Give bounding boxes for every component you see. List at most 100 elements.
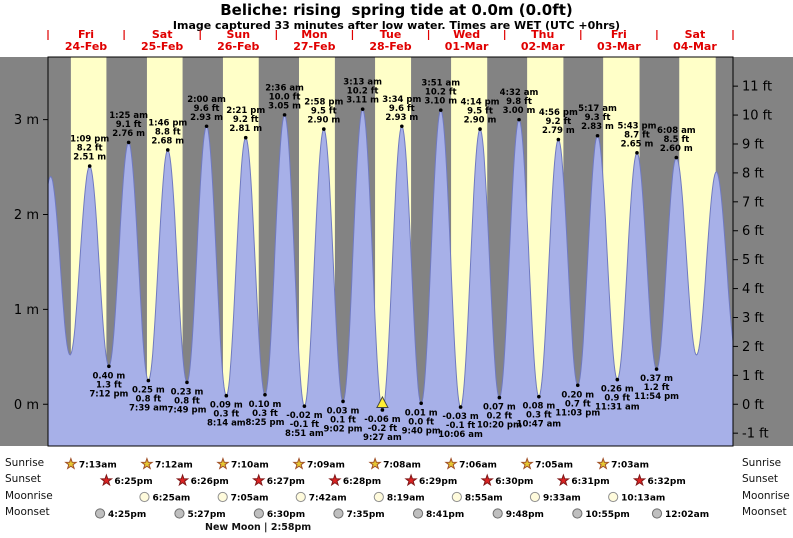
high-tide-label: 4:14 pm <box>461 98 500 108</box>
tide-extreme-dot <box>458 405 463 409</box>
low-tide-label: 0.03 m <box>327 406 360 416</box>
low-tide-label: 1.3 ft <box>96 380 122 390</box>
day-header-date: 01-Mar <box>445 40 489 53</box>
high-tide-label: 3:13 am <box>343 78 382 88</box>
sunset-time: 6:26pm <box>191 477 229 487</box>
high-tide-label: 2.81 m <box>229 124 262 134</box>
sunrise-icon <box>64 456 78 470</box>
high-tide-label: 2:58 pm <box>304 98 343 108</box>
sunrise-time: 7:03am <box>611 461 649 471</box>
axis-label-m: 2 m <box>14 208 39 223</box>
moonrise-icon <box>139 491 150 503</box>
sunset-time: 6:32pm <box>648 477 686 487</box>
low-tide-label: 0.01 m <box>405 408 438 418</box>
tide-extreme-dot <box>635 151 639 155</box>
tide-extreme-dot <box>302 404 307 408</box>
day-header-name: Fri <box>78 28 94 41</box>
low-tide-label: 11:03 pm <box>555 408 600 418</box>
moonset-row-label-left: Moonset <box>5 506 50 518</box>
day-header-date: 25-Feb <box>141 40 183 53</box>
high-tide-label: 3.05 m <box>268 101 301 111</box>
high-tide-label: 2.76 m <box>112 129 145 139</box>
moonrise-time: 8:55am <box>465 494 503 504</box>
high-tide-label: 6:08 am <box>657 126 696 136</box>
low-tide-label: 11:54 pm <box>634 392 679 402</box>
tide-extreme-dot <box>438 108 443 112</box>
high-tide-label: 2.68 m <box>151 136 184 146</box>
sunrise-icon <box>140 456 154 470</box>
tide-extreme-dot <box>263 392 267 397</box>
axis-label-ft: 7 ft <box>742 195 764 210</box>
low-tide-label: 10:06 am <box>438 430 483 440</box>
low-tide-label: -0.03 m <box>442 412 478 422</box>
low-tide-label: 0.37 m <box>640 374 673 384</box>
moonrise-row-label-left: Moonrise <box>5 490 53 502</box>
plot-border <box>47 56 734 447</box>
moonrise-icon <box>373 491 384 503</box>
tide-area <box>48 109 733 446</box>
high-tide-label: 3:34 pm <box>382 95 421 105</box>
tide-extreme-dot <box>224 393 229 398</box>
moonset-icon <box>94 508 106 519</box>
high-tide-label: 3.00 m <box>503 106 536 116</box>
high-tide-label: 9.2 ft <box>545 117 571 127</box>
tide-extreme-dot <box>400 124 404 129</box>
high-tide-label: 1:46 pm <box>148 118 187 128</box>
sunset-time: 6:31pm <box>571 477 609 487</box>
moonset-time: 10:55pm <box>585 510 629 520</box>
day-header-date: 03-Mar <box>597 40 641 53</box>
tide-extreme-dot <box>556 137 561 142</box>
axis-label-ft: 8 ft <box>742 166 764 181</box>
low-tide-label: -0.06 m <box>364 415 400 425</box>
tide-extreme-dot <box>380 408 385 412</box>
moonset-time: 8:41pm <box>426 510 464 520</box>
day-header-name: Sat <box>685 28 706 41</box>
sunset-icon <box>480 473 494 487</box>
low-tide-label: 0.23 m <box>171 387 204 397</box>
high-tide-label: 9.6 ft <box>194 104 220 114</box>
tide-extreme-dot <box>537 394 541 399</box>
tide-extreme-dot <box>360 107 365 111</box>
low-tide-label: -0.2 ft <box>368 424 397 434</box>
high-tide-label: 2.90 m <box>307 116 340 126</box>
sunset-icon <box>632 473 647 487</box>
low-tide-label: 9:02 pm <box>324 424 363 434</box>
low-tide-label: 0.7 ft <box>565 399 591 409</box>
moonrise-icon <box>608 491 619 503</box>
moonrise-time: 9:33am <box>543 494 581 504</box>
high-tide-label: 2.90 m <box>464 116 497 126</box>
tide-extreme-dot <box>674 155 679 160</box>
high-tide-label: 2:36 am <box>265 83 304 93</box>
sunrise-time: 7:12am <box>155 461 193 471</box>
moonrise-time: 7:42am <box>309 494 347 504</box>
day-header-date: 27-Feb <box>293 40 335 53</box>
axis-label-ft: -1 ft <box>742 427 769 442</box>
day-header-name: Sun <box>226 28 250 41</box>
low-tide-label: 10:47 am <box>517 420 562 430</box>
moonrise-time: 8:19am <box>387 494 425 504</box>
tide-extreme-dot <box>107 364 111 369</box>
moonset-time: 6:30pm <box>267 510 305 520</box>
moonset-icon <box>333 508 344 519</box>
high-tide-label: 8.7 ft <box>624 130 650 140</box>
axis-label-ft: 10 ft <box>742 109 772 124</box>
tide-extreme-dot <box>87 164 92 168</box>
axis-label-m: 0 m <box>14 398 39 413</box>
axis-label-m: 1 m <box>14 303 39 318</box>
high-tide-label: 9.2 ft <box>233 115 259 125</box>
sunset-row-label-right: Sunset <box>742 473 779 485</box>
low-tide-label: 7:49 pm <box>167 405 206 415</box>
axis-label-ft: 6 ft <box>742 224 764 239</box>
high-tide-label: 2.79 m <box>542 126 575 136</box>
high-tide-label: 3.11 m <box>346 96 379 106</box>
high-tide-label: 2.93 m <box>190 113 223 123</box>
tide-extreme-dot <box>204 124 209 129</box>
high-tide-label: 10.2 ft <box>425 88 457 98</box>
tide-extreme-dot <box>322 127 326 131</box>
low-tide-label: 0.8 ft <box>174 396 200 406</box>
high-tide-label: 9.5 ft <box>311 107 337 117</box>
high-tide-label: 2.83 m <box>581 122 614 132</box>
high-tide-label: 10.2 ft <box>347 87 379 97</box>
moonset-time: 9:48pm <box>506 510 544 520</box>
tide-extreme-dot <box>419 401 423 406</box>
